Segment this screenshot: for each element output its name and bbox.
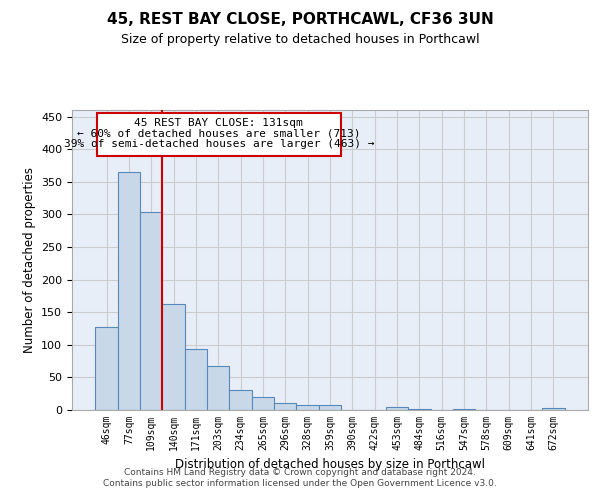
X-axis label: Distribution of detached houses by size in Porthcawl: Distribution of detached houses by size … [175, 458, 485, 471]
Bar [296, 406, 319, 410]
Text: ← 60% of detached houses are smaller (713): ← 60% of detached houses are smaller (71… [77, 129, 361, 139]
Bar [453, 408, 475, 410]
FancyBboxPatch shape [97, 114, 341, 156]
Bar [319, 405, 341, 410]
Bar [542, 408, 565, 410]
Bar [118, 172, 140, 410]
Text: 45, REST BAY CLOSE, PORTHCAWL, CF36 3UN: 45, REST BAY CLOSE, PORTHCAWL, CF36 3UN [107, 12, 493, 28]
Text: 45 REST BAY CLOSE: 131sqm: 45 REST BAY CLOSE: 131sqm [134, 118, 303, 128]
Bar [95, 326, 118, 410]
Bar [252, 397, 274, 410]
Bar [163, 304, 185, 410]
Bar [229, 390, 252, 410]
Bar [207, 366, 229, 410]
Bar [140, 212, 163, 410]
Bar [274, 403, 296, 410]
Text: Contains HM Land Registry data © Crown copyright and database right 2024.
Contai: Contains HM Land Registry data © Crown c… [103, 468, 497, 487]
Text: Size of property relative to detached houses in Porthcawl: Size of property relative to detached ho… [121, 32, 479, 46]
Bar [386, 406, 408, 410]
Bar [185, 350, 207, 410]
Y-axis label: Number of detached properties: Number of detached properties [23, 167, 35, 353]
Text: 39% of semi-detached houses are larger (463) →: 39% of semi-detached houses are larger (… [64, 138, 374, 148]
